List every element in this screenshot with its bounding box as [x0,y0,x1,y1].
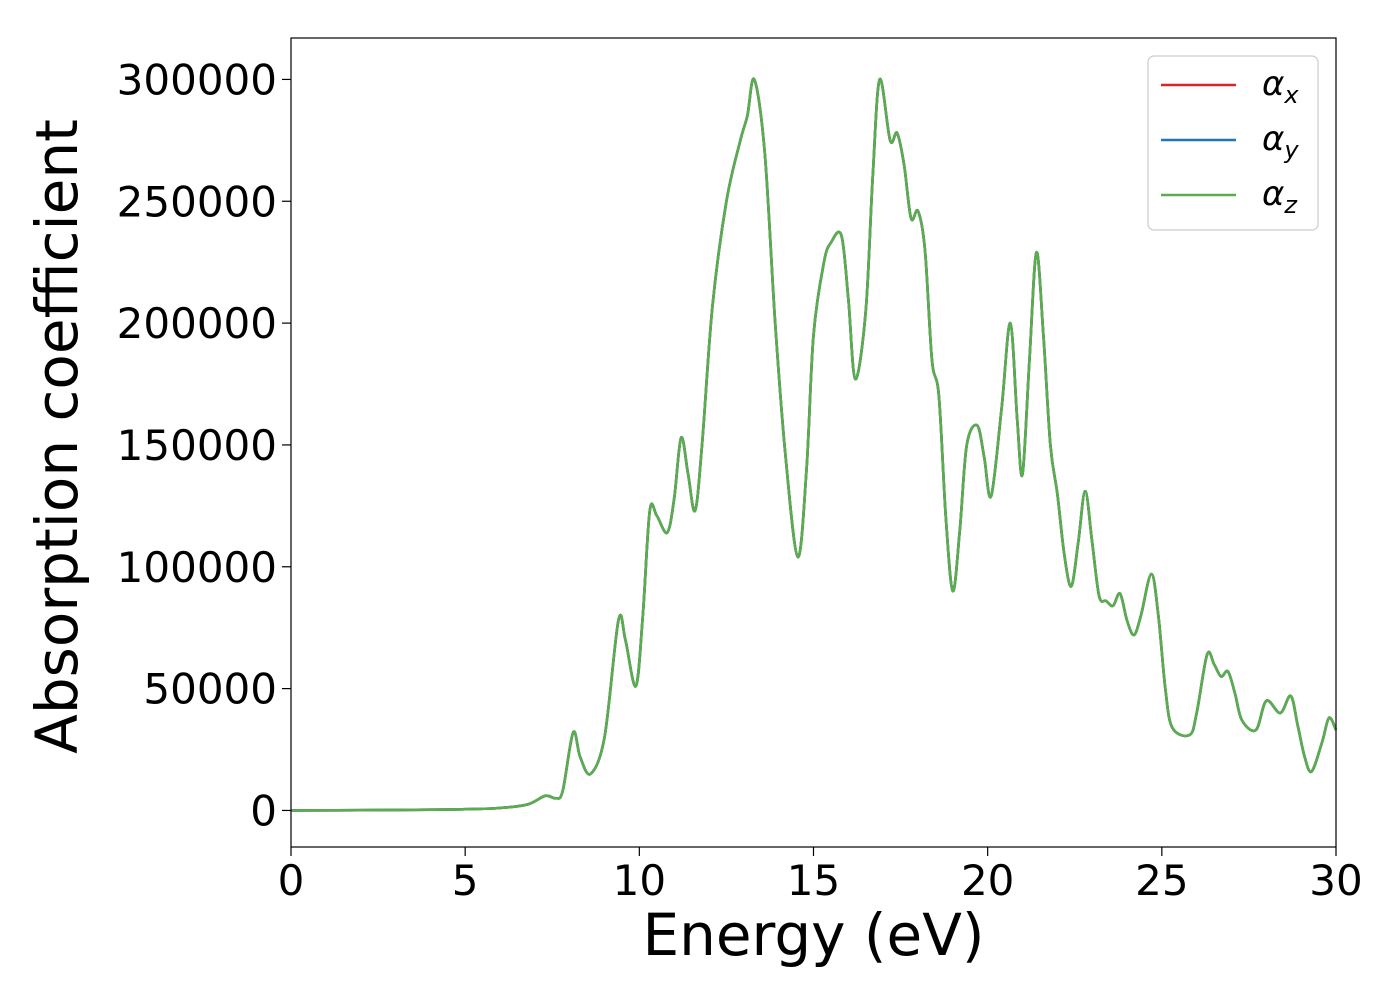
legend-item-y: αy [1161,119,1299,164]
x-tick-label: 25 [1135,856,1188,905]
y-axis: 0 50000 100000 150000 200000 250000 300000 [117,55,291,835]
x-tick-label: 15 [787,856,840,905]
legend-box [1147,55,1319,231]
y-tick-label: 100000 [117,543,277,592]
y-tick-label: 200000 [117,299,277,348]
x-tick-label: 20 [961,856,1014,905]
legend-label: αx [1262,64,1299,109]
y-tick-label: 250000 [117,177,277,226]
y-tick-label: 300000 [117,55,277,104]
y-tick-label: 0 [250,786,277,835]
x-tick-label: 10 [613,856,666,905]
legend-item-x: αx [1161,64,1299,109]
series-line-z [290,77,1338,812]
x-tick-label: 30 [1309,856,1362,905]
y-tick-label: 150000 [117,421,277,470]
y-axis-label: Absorption coefficient [23,119,91,754]
x-tick-label: 5 [452,856,479,905]
legend-label: αy [1262,119,1299,164]
legend-item-z: αz [1161,174,1298,219]
x-axis-label: Energy (eV) [642,901,984,969]
x-tick-label: 0 [278,856,305,905]
series-layer [290,77,1338,812]
y-tick-label: 50000 [143,665,277,714]
x-axis: 0 5 10 15 20 25 30 [278,847,1363,905]
legend-label: αz [1262,174,1298,219]
legend: αx αy αz [1147,55,1319,231]
